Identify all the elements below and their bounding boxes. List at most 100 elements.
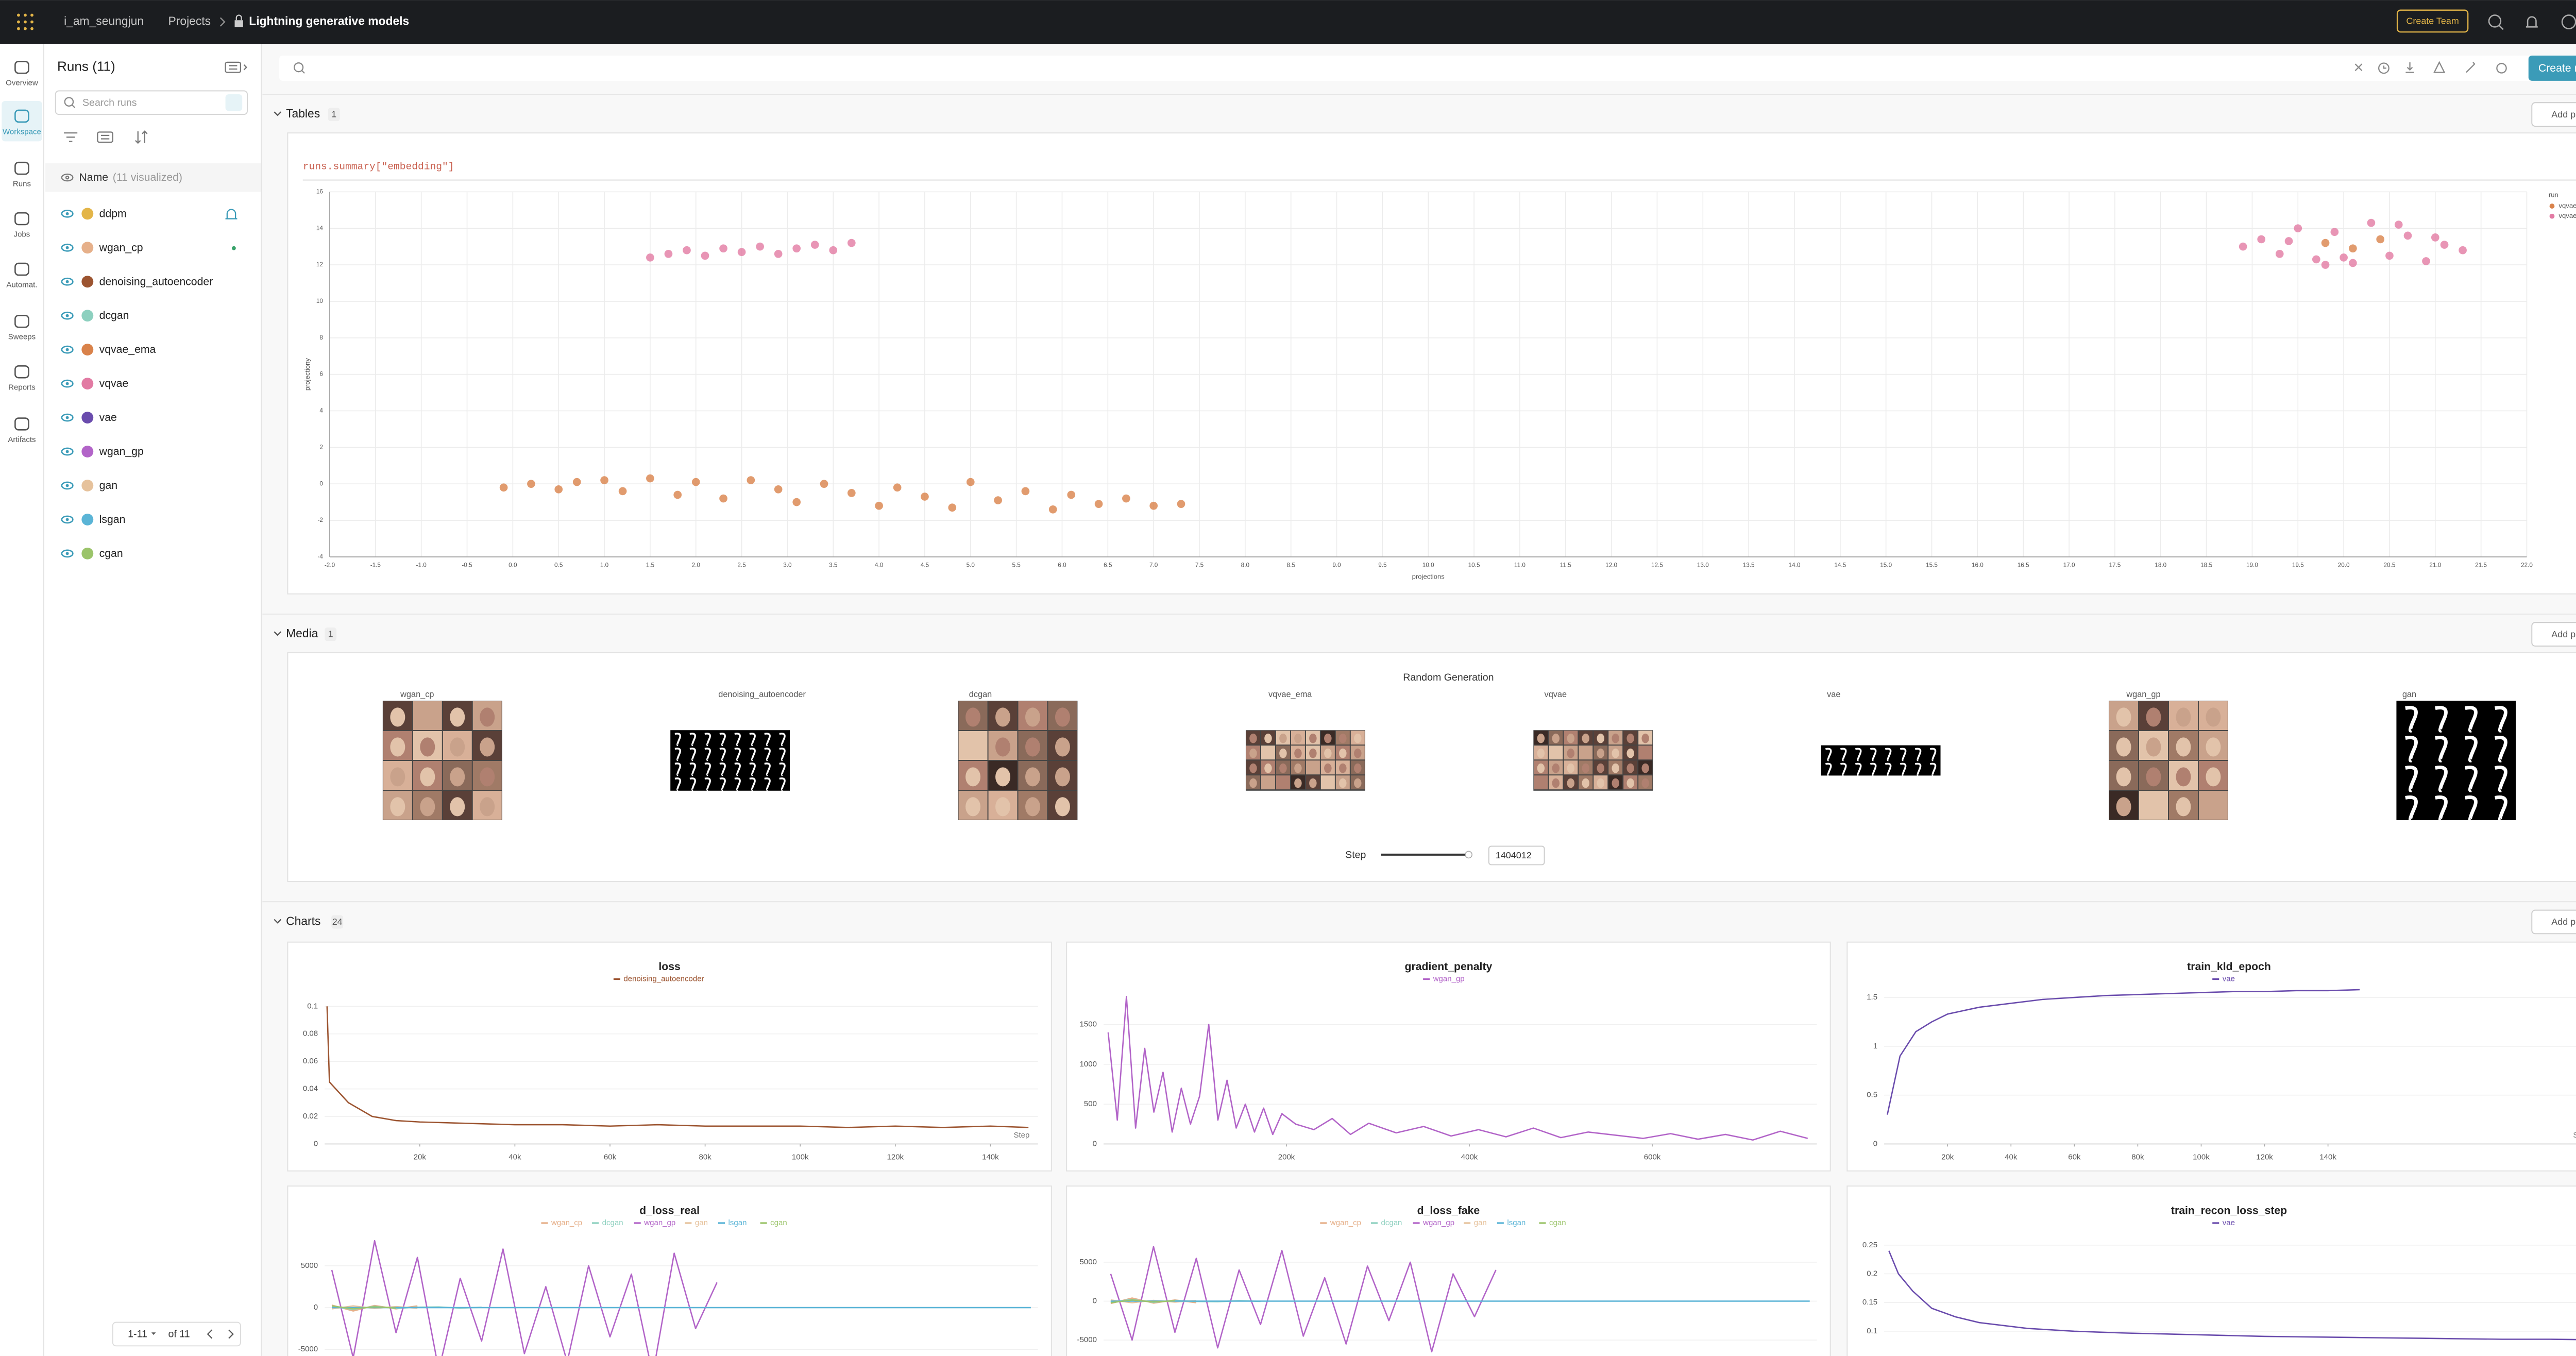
visibility-toggle[interactable] bbox=[61, 549, 74, 558]
media-image[interactable] bbox=[2109, 701, 2228, 820]
run-row[interactable]: lsgan bbox=[61, 513, 126, 526]
run-row[interactable]: vae bbox=[61, 412, 117, 423]
legend-label[interactable]: wgan_gp bbox=[1422, 1218, 1454, 1227]
run-row[interactable]: gan bbox=[61, 480, 117, 491]
nav-item[interactable]: Overview bbox=[6, 60, 38, 88]
run-tools[interactable] bbox=[64, 130, 148, 144]
legend-label[interactable]: dcgan bbox=[602, 1218, 623, 1227]
run-name[interactable]: lsgan bbox=[99, 514, 126, 526]
run-name[interactable]: dcgan bbox=[99, 310, 129, 321]
visibility-toggle-all[interactable] bbox=[61, 173, 74, 182]
legend-label[interactable]: wgan_cp bbox=[551, 1218, 582, 1227]
nav-label[interactable]: Jobs bbox=[14, 230, 30, 239]
legend-label[interactable]: lsgan bbox=[728, 1218, 747, 1227]
run-name[interactable]: denoising_autoencoder bbox=[99, 276, 213, 287]
legend-label[interactable]: cgan bbox=[1549, 1218, 1566, 1227]
nav-item[interactable]: Reports bbox=[8, 365, 36, 392]
nav-icon[interactable] bbox=[14, 262, 29, 276]
section-chevron[interactable] bbox=[274, 111, 282, 116]
nav-icon[interactable] bbox=[14, 109, 29, 123]
media-image[interactable] bbox=[958, 701, 1078, 820]
nav-label[interactable]: Overview bbox=[6, 79, 38, 88]
run-row[interactable]: ddpm bbox=[61, 208, 127, 219]
create-report-button[interactable] bbox=[2528, 55, 2576, 81]
media-image[interactable] bbox=[2396, 701, 2516, 822]
legend-label[interactable]: vae bbox=[2223, 974, 2235, 983]
visibility-toggle[interactable] bbox=[61, 447, 74, 456]
legend-label[interactable]: denoising_autoencoder bbox=[623, 974, 704, 983]
add-panel-label[interactable]: Add panel bbox=[2551, 629, 2576, 639]
nav-label[interactable]: Runs bbox=[13, 180, 31, 189]
visibility-toggle[interactable] bbox=[61, 277, 74, 286]
nav-item[interactable]: Artifacts bbox=[8, 417, 36, 444]
legend-label[interactable]: gan bbox=[695, 1218, 708, 1227]
run-name[interactable]: vae bbox=[99, 412, 117, 423]
legend-label[interactable]: dcgan bbox=[1381, 1218, 1402, 1227]
media-image[interactable] bbox=[382, 701, 502, 820]
workspace-search[interactable] bbox=[279, 55, 2576, 81]
run-row[interactable]: vqvae bbox=[61, 378, 128, 389]
create-team-button[interactable] bbox=[2396, 9, 2469, 33]
add-panel-label[interactable]: Add panel bbox=[2551, 109, 2576, 120]
nav-item[interactable]: Jobs bbox=[14, 212, 30, 239]
visibility-toggle[interactable] bbox=[61, 243, 74, 252]
media-image[interactable] bbox=[670, 730, 790, 791]
breadcrumb-user[interactable]: i_am_seungjun bbox=[64, 14, 144, 28]
app-menu-icon[interactable] bbox=[16, 13, 33, 30]
workspace-tools[interactable] bbox=[293, 61, 2507, 74]
legend-label[interactable]: gan bbox=[1474, 1218, 1487, 1227]
nav-label[interactable]: Automat. bbox=[6, 281, 37, 290]
nav-item[interactable]: Sweeps bbox=[8, 315, 36, 342]
create-team-label[interactable]: Create Team bbox=[2406, 15, 2459, 26]
legend-label[interactable]: wgan_cp bbox=[1330, 1218, 1361, 1227]
nav-item[interactable]: Automat. bbox=[6, 262, 37, 290]
top-icons[interactable] bbox=[2488, 14, 2576, 30]
visibility-toggle[interactable] bbox=[61, 413, 74, 422]
media-image[interactable] bbox=[1821, 745, 1941, 776]
step-slider-handle[interactable] bbox=[1465, 851, 1472, 859]
media-image[interactable] bbox=[1245, 730, 1365, 791]
run-name[interactable]: wgan_cp bbox=[99, 242, 143, 253]
legend-label[interactable]: vqvae bbox=[2559, 212, 2576, 219]
visibility-toggle[interactable] bbox=[61, 345, 74, 354]
breadcrumb-projects[interactable]: Projects bbox=[168, 14, 211, 28]
run-name[interactable]: ddpm bbox=[99, 208, 127, 219]
nav-icon[interactable] bbox=[14, 60, 29, 74]
section-chevron[interactable] bbox=[274, 631, 282, 636]
legend-label[interactable]: vqvae_ema bbox=[2559, 202, 2576, 210]
legend-label[interactable]: lsgan bbox=[1507, 1218, 1526, 1227]
regex-toggle[interactable] bbox=[225, 94, 243, 111]
run-row[interactable]: wgan_gp bbox=[61, 446, 144, 457]
add-panel-button[interactable] bbox=[2531, 102, 2576, 127]
section-title[interactable]: Charts bbox=[286, 914, 320, 928]
nav-icon[interactable] bbox=[14, 212, 29, 226]
pager-arrows[interactable] bbox=[207, 1329, 234, 1339]
legend-label[interactable]: cgan bbox=[770, 1218, 787, 1227]
legend-label[interactable]: vae bbox=[2223, 1218, 2235, 1227]
run-name[interactable]: wgan_gp bbox=[99, 446, 144, 457]
visibility-toggle[interactable] bbox=[61, 209, 74, 218]
nav-label[interactable]: Sweeps bbox=[8, 333, 36, 342]
section-title[interactable]: Media bbox=[286, 626, 318, 640]
visibility-toggle[interactable] bbox=[61, 481, 74, 490]
pager-dropdown[interactable] bbox=[151, 1332, 156, 1335]
add-panel-button[interactable] bbox=[2531, 909, 2576, 935]
section-chevron[interactable] bbox=[274, 919, 282, 924]
nav-item[interactable]: Workspace bbox=[3, 109, 41, 136]
visibility-toggle[interactable] bbox=[61, 379, 74, 388]
run-name[interactable]: gan bbox=[99, 480, 117, 491]
table-toggle-icon[interactable] bbox=[225, 61, 247, 73]
breadcrumb-project[interactable]: Lightning generative models bbox=[249, 14, 409, 28]
add-panel-button[interactable] bbox=[2531, 622, 2576, 647]
add-panel-label[interactable]: Add panel bbox=[2551, 917, 2576, 927]
nav-label[interactable]: Reports bbox=[8, 383, 36, 392]
name-column-header[interactable]: Name bbox=[79, 172, 108, 183]
visibility-toggle[interactable] bbox=[61, 311, 74, 320]
run-name[interactable]: cgan bbox=[99, 548, 123, 560]
nav-item[interactable]: Runs bbox=[13, 161, 31, 189]
step-value[interactable]: 1404012 bbox=[1496, 850, 1532, 860]
legend-label[interactable]: wgan_gp bbox=[643, 1218, 675, 1227]
run-row[interactable]: vqvae_ema bbox=[61, 344, 156, 355]
nav-icon[interactable] bbox=[14, 417, 29, 431]
visibility-toggle[interactable] bbox=[61, 515, 74, 524]
